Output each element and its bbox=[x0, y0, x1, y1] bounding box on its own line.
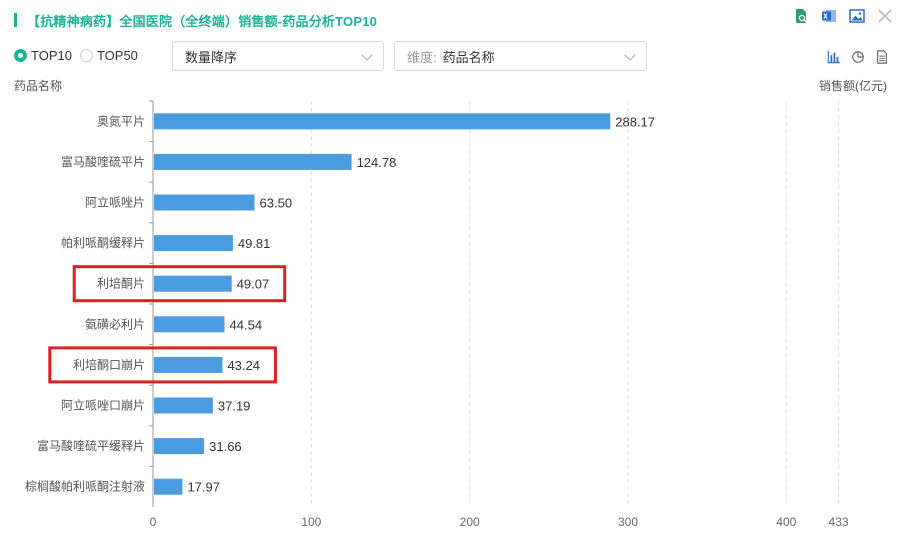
bar-value-label: 288.17 bbox=[615, 114, 655, 129]
bar-value-label: 49.81 bbox=[238, 236, 271, 251]
category-label: 阿立哌唑片 bbox=[85, 195, 145, 210]
dimension-select[interactable]: 维度: 药品名称 bbox=[394, 41, 647, 71]
table-icon[interactable] bbox=[875, 50, 889, 64]
radio-top50-label[interactable]: TOP50 bbox=[96, 48, 138, 63]
pie-chart-icon[interactable] bbox=[851, 50, 865, 64]
radio-top10-dot[interactable] bbox=[14, 49, 27, 62]
highlight-box bbox=[72, 265, 287, 303]
radio-top50-dot[interactable] bbox=[79, 49, 93, 62]
image-icon[interactable] bbox=[849, 8, 865, 24]
radio-top10-label[interactable]: TOP10 bbox=[31, 48, 72, 63]
x-tick-label: 200 bbox=[460, 515, 480, 529]
category-label: 奥氮平片 bbox=[97, 113, 145, 128]
dimension-select-prefix: 维度: bbox=[407, 49, 437, 65]
category-label: 利培酮片 bbox=[97, 276, 145, 291]
bar[interactable] bbox=[154, 356, 223, 373]
category-label: 棕榈酸帕利哌酮注射液 bbox=[25, 479, 145, 494]
bar[interactable] bbox=[154, 235, 233, 252]
bar[interactable] bbox=[154, 438, 205, 455]
bar-value-label: 124.78 bbox=[357, 155, 397, 170]
bar[interactable] bbox=[154, 113, 611, 130]
x-tick-label: 300 bbox=[618, 515, 638, 529]
radio-top10[interactable]: TOP10 bbox=[14, 48, 72, 63]
export-excel-search-icon[interactable] bbox=[793, 8, 809, 24]
sort-select[interactable]: 数量降序 bbox=[172, 41, 384, 71]
panel-title: 【抗精神病药】全国医院（全终端）销售额-药品分析TOP10 bbox=[14, 10, 377, 30]
bar-value-label: 44.54 bbox=[230, 317, 263, 332]
x-tick-label: 400 bbox=[776, 515, 796, 529]
bar-value-label: 37.19 bbox=[218, 399, 251, 414]
title-accent-bar bbox=[14, 13, 17, 27]
sort-select-value: 数量降序 bbox=[185, 49, 238, 65]
bar-value-label: 17.97 bbox=[187, 480, 220, 495]
bar-value-label: 49.07 bbox=[237, 277, 270, 292]
bar[interactable] bbox=[154, 316, 225, 333]
bar-value-label: 63.50 bbox=[260, 196, 293, 211]
page-title: 【抗精神病药】全国医院（全终端）销售额-药品分析TOP10 bbox=[27, 13, 378, 29]
category-label: 阿立哌唑口崩片 bbox=[61, 398, 145, 413]
bar[interactable] bbox=[154, 478, 183, 495]
bar-value-label: 31.66 bbox=[209, 439, 242, 454]
bar[interactable] bbox=[154, 194, 255, 211]
highlight-box bbox=[48, 346, 277, 384]
excel-icon[interactable] bbox=[821, 8, 837, 24]
category-label: 富马酸喹硫平缓释片 bbox=[37, 438, 145, 453]
x-tick-label: 100 bbox=[301, 515, 321, 529]
category-label: 氨磺必利片 bbox=[85, 317, 145, 331]
view-switch bbox=[827, 50, 889, 64]
panel-toolbar bbox=[793, 8, 893, 24]
category-label: 帕利哌酮缓释片 bbox=[61, 235, 145, 250]
radio-top50[interactable]: TOP50 bbox=[79, 48, 138, 63]
close-icon[interactable] bbox=[877, 8, 893, 24]
x-tick-label: 433 bbox=[829, 515, 849, 529]
category-label: 富马酸喹硫平片 bbox=[61, 154, 145, 169]
category-label: 利培酮口崩片 bbox=[73, 357, 145, 372]
bar[interactable] bbox=[154, 153, 352, 170]
bar[interactable] bbox=[154, 397, 213, 414]
bar[interactable] bbox=[154, 275, 232, 292]
y-axis-title: 药品名称 bbox=[14, 79, 63, 93]
top-n-radio-group: TOP10 TOP50 bbox=[14, 48, 138, 63]
x-tick-label: 0 bbox=[150, 515, 157, 529]
x-axis-title: 销售额(亿元) bbox=[819, 79, 887, 93]
bar-chart-icon[interactable] bbox=[827, 50, 841, 64]
dimension-select-value: 药品名称 bbox=[442, 49, 495, 65]
bar-value-label: 43.24 bbox=[227, 358, 260, 373]
